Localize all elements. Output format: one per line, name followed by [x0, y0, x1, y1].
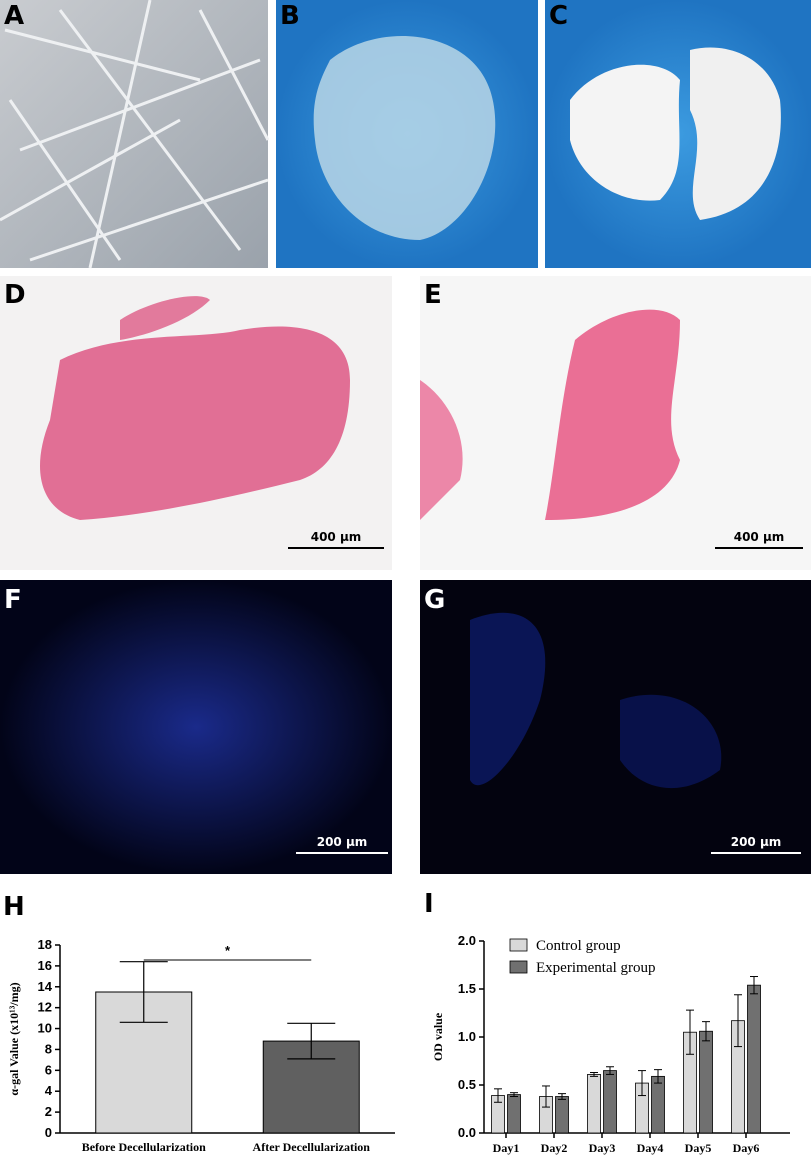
tissue: [120, 296, 210, 340]
tissue: [40, 326, 350, 520]
scale-text: 200 µm: [731, 835, 782, 849]
tissue: [690, 47, 781, 220]
y-tick-label: 0: [45, 1125, 52, 1140]
scale-text: 200 µm: [317, 835, 368, 849]
photo-a: [0, 0, 268, 268]
panel-label: D: [4, 280, 26, 310]
scale-text: 400 µm: [311, 530, 362, 544]
panel-label: C: [549, 1, 568, 31]
photo-f: [0, 580, 392, 874]
stain: [470, 612, 546, 786]
bar: [699, 1030, 713, 1134]
x-tick-label: Day6: [733, 1141, 760, 1155]
x-tick-label: Day1: [493, 1141, 520, 1155]
legend-swatch: [509, 938, 528, 952]
bar: [603, 1070, 617, 1134]
legend-label: Experimental group: [536, 960, 656, 976]
y-tick-label: 12: [38, 1000, 52, 1015]
significance-label: *: [225, 943, 231, 958]
bar: [651, 1075, 665, 1134]
x-tick-label: Day2: [541, 1141, 568, 1155]
legend-label: Control group: [536, 938, 621, 954]
panel-label: B: [280, 1, 300, 31]
y-tick-label: 1.0: [458, 1029, 476, 1044]
bar: [555, 1096, 569, 1134]
panel-label: I: [424, 889, 434, 919]
x-tick-label: Day3: [589, 1141, 616, 1155]
bar: [587, 1074, 601, 1134]
y-tick-label: 0.0: [458, 1125, 476, 1140]
y-axis-label: OD value: [431, 1012, 445, 1061]
y-tick-label: 8: [45, 1041, 52, 1056]
tissue: [420, 380, 463, 520]
x-tick-label: Day4: [637, 1141, 664, 1155]
y-tick-label: 2.0: [458, 933, 476, 948]
panel-label: A: [4, 1, 24, 31]
tissue: [545, 309, 680, 520]
tissue: [313, 36, 496, 240]
y-tick-label: 1.5: [458, 981, 476, 996]
y-tick-label: 0.5: [458, 1077, 476, 1092]
stain: [620, 694, 722, 789]
y-tick-label: 6: [45, 1062, 52, 1077]
y-tick-label: 4: [45, 1083, 53, 1098]
y-tick-label: 18: [38, 937, 52, 952]
bar: [747, 984, 761, 1134]
fiber-texture: [0, 0, 270, 269]
legend-swatch: [509, 960, 528, 974]
panel-label: E: [424, 280, 442, 310]
panel-label: H: [3, 892, 25, 922]
x-tick-label: Day5: [685, 1141, 712, 1155]
x-tick-label: After Decellularization: [253, 1140, 371, 1154]
y-axis-label: α-gal Value (x10¹³/mg): [7, 982, 21, 1095]
y-tick-label: 14: [38, 979, 53, 994]
x-tick-label: Before Decellularization: [82, 1140, 206, 1154]
y-tick-label: 10: [38, 1021, 52, 1036]
panel-label: F: [4, 585, 22, 615]
tissue: [570, 64, 680, 201]
panel-label: G: [424, 585, 445, 615]
scale-text: 400 µm: [734, 530, 785, 544]
y-tick-label: 16: [38, 958, 52, 973]
bar: [507, 1094, 521, 1134]
y-tick-label: 2: [45, 1104, 52, 1119]
